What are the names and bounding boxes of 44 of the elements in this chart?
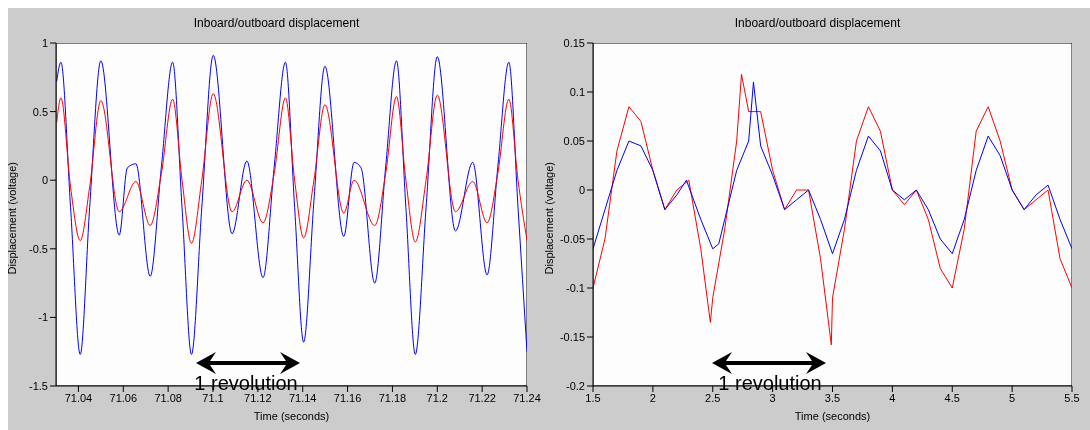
chart-title: Inboard/outboard displacement [192, 15, 361, 32]
x-tick-label: 71.12 [244, 391, 272, 404]
x-tick-label: 71.2 [426, 391, 448, 404]
x-tick-label: 71.24 [513, 391, 541, 404]
y-tick-label: 0.5 [32, 105, 48, 118]
y-tick-label: -0.15 [559, 330, 585, 343]
y-axis-title: Displacement (voltage) [542, 162, 555, 275]
y-tick-label: -0.1 [566, 281, 585, 294]
x-tick-label: 71.08 [154, 391, 182, 404]
line-series [56, 93, 527, 244]
x-tick-label: 2.5 [705, 391, 721, 404]
x-tick-label: 1.5 [585, 391, 601, 404]
line-series [593, 73, 1072, 346]
line-series [593, 81, 1072, 255]
chart-title: Inboard/outboard displacement [733, 15, 902, 32]
x-tick-label: 5.5 [1064, 391, 1080, 404]
x-tick-label: 71.1 [202, 391, 224, 404]
x-tick-label: 4.5 [944, 391, 960, 404]
y-tick-label: 1 [41, 36, 48, 49]
x-tick-label: 2 [649, 391, 656, 404]
line-series [56, 54, 527, 355]
x-tick-label: 71.16 [333, 391, 362, 404]
x-tick-label: 3 [769, 391, 776, 404]
y-tick-label: 0.05 [563, 134, 585, 147]
x-tick-label: 71.04 [64, 391, 93, 404]
y-tick-label: -0.5 [29, 242, 48, 255]
x-tick-label: 71.22 [468, 391, 496, 404]
x-tick-label: 71.06 [109, 391, 138, 404]
y-tick-label: -0.05 [559, 232, 585, 245]
x-tick-label: 3.5 [824, 391, 841, 404]
y-tick-label: -1.5 [29, 379, 48, 392]
y-tick-label: 0.15 [563, 36, 585, 49]
x-axis-title: Time (seconds) [253, 410, 330, 422]
y-tick-label: -0.2 [566, 379, 585, 392]
x-tick-label: 4 [889, 391, 896, 404]
y-axis-title: Displacement (voltage) [5, 162, 18, 275]
y-tick-label: 0 [41, 174, 48, 187]
y-tick-label: -1 [38, 311, 48, 324]
x-axis-title: Time (seconds) [794, 410, 871, 422]
x-tick-label: 5 [1009, 391, 1016, 404]
y-tick-label: 0 [578, 183, 585, 196]
x-tick-label: 71.18 [378, 391, 407, 404]
x-tick-label: 71.14 [288, 391, 317, 404]
y-tick-label: 0.1 [569, 85, 585, 98]
